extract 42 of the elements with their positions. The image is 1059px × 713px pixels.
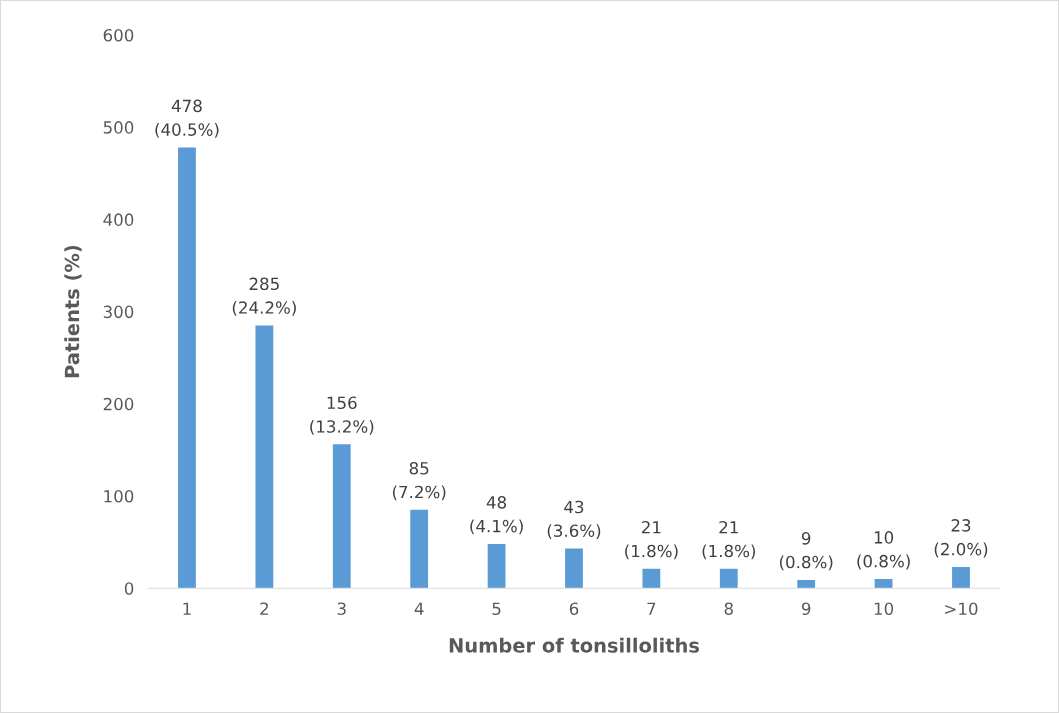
data-label: 21 (1.8%) xyxy=(625,520,678,560)
bar xyxy=(565,548,583,589)
y-tick-label: 300 xyxy=(103,305,134,319)
y-tick-label: 600 xyxy=(103,28,134,42)
y-tick-label: 100 xyxy=(104,489,134,503)
x-axis-title: Number of tonsilloliths xyxy=(449,637,700,653)
x-tick-label: 3 xyxy=(337,602,346,616)
bar xyxy=(642,568,661,589)
x-tick-label: 5 xyxy=(492,602,501,616)
bar xyxy=(797,579,816,589)
bar xyxy=(487,543,506,589)
x-tick-label: 1 xyxy=(183,602,191,615)
x-tick-label: 4 xyxy=(414,602,424,615)
x-tick-label: 6 xyxy=(569,602,579,616)
x-tick-label: 7 xyxy=(647,602,656,615)
data-label: 43 (3.6%) xyxy=(547,500,601,539)
bar xyxy=(255,325,274,589)
data-label: 478 (40.5%) xyxy=(155,99,219,138)
y-tick-label: 500 xyxy=(103,121,134,134)
bar xyxy=(719,568,738,589)
bar xyxy=(410,509,429,589)
y-tick-label: 0 xyxy=(124,582,134,595)
x-tick-label: >10 xyxy=(945,602,978,616)
data-label: 285 (24.2%) xyxy=(232,277,296,316)
data-label: 85 (7.2%) xyxy=(392,461,446,501)
data-label: 21 (1.8%) xyxy=(702,520,756,560)
data-label: 10 (0.8%) xyxy=(857,531,910,570)
data-label: 156 (13.2%) xyxy=(310,396,374,435)
x-tick-label: 8 xyxy=(724,602,733,616)
y-tick-label: 400 xyxy=(103,213,134,226)
y-tick-label: 200 xyxy=(103,397,134,411)
data-label: 9 (0.8%) xyxy=(779,532,833,571)
bar xyxy=(952,567,970,589)
x-tick-label: 9 xyxy=(801,602,811,616)
y-axis-title: Patients (%) xyxy=(64,245,82,378)
bar xyxy=(178,147,196,589)
x-tick-label: 2 xyxy=(260,602,268,615)
x-tick-label: 10 xyxy=(874,602,894,616)
bar xyxy=(874,579,893,589)
bar xyxy=(332,444,351,589)
data-label: 23 (2.0%) xyxy=(934,519,988,558)
data-label: 48 (4.1%) xyxy=(470,496,523,535)
